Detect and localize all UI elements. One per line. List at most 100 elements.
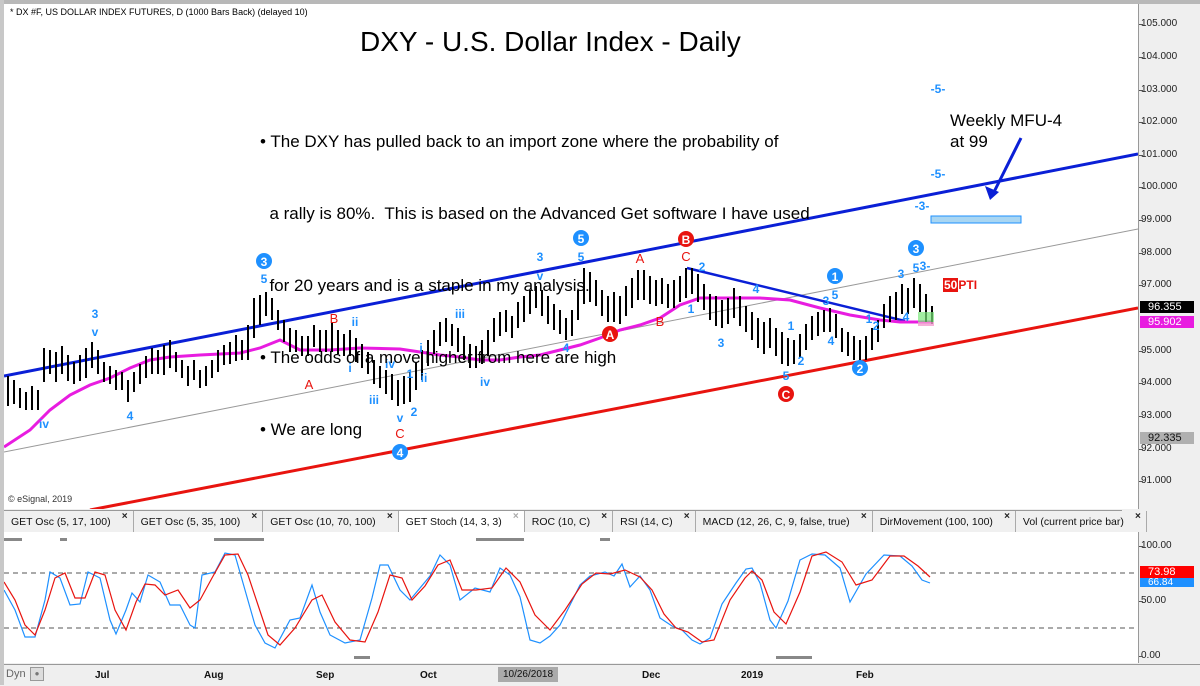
svg-text:2: 2	[857, 362, 864, 376]
x-label: Jul	[95, 670, 110, 681]
svg-text:ii: ii	[352, 315, 359, 329]
tab-get-osc-10-70[interactable]: GET Osc (10, 70, 100) ×	[263, 511, 399, 532]
svg-text:3-: 3-	[920, 259, 931, 273]
close-icon[interactable]: ×	[251, 511, 258, 522]
price-axis[interactable]: 105.000 104.000 103.000 102.000 101.000 …	[1138, 4, 1200, 509]
stochastic-pane[interactable]	[4, 532, 1139, 663]
tab-get-osc-5-35[interactable]: GET Osc (5, 35, 100) ×	[133, 511, 264, 532]
moving-average-line	[4, 296, 932, 449]
close-icon[interactable]: ×	[683, 511, 690, 522]
y-tick: 0.00	[1138, 650, 1161, 661]
svg-text:B: B	[656, 314, 665, 329]
svg-text:2: 2	[873, 319, 880, 333]
tab-label: GET Stoch (14, 3, 3)	[405, 516, 502, 528]
svg-text:4: 4	[563, 341, 570, 355]
y-tick: 99.000	[1139, 214, 1172, 225]
y-tick: 97.000	[1139, 279, 1172, 290]
svg-text:B: B	[682, 233, 691, 247]
x-label: Oct	[420, 670, 437, 681]
close-icon[interactable]: ×	[386, 511, 393, 522]
y-tick: 92.000	[1139, 443, 1172, 454]
tab-roc[interactable]: ROC (10, C) ×	[524, 511, 614, 532]
target-zone-box	[930, 215, 1022, 224]
close-icon[interactable]: ×	[601, 511, 608, 522]
y-tick: 91.000	[1139, 475, 1172, 486]
price-bars	[7, 268, 933, 410]
cycle-markers	[4, 538, 812, 659]
svg-text:C: C	[681, 249, 690, 264]
indicator-tabs: GET Osc (5, 17, 100) × GET Osc (5, 35, 10…	[4, 510, 1147, 533]
svg-text:A: A	[305, 377, 314, 392]
tab-get-osc-5-17[interactable]: GET Osc (5, 17, 100) ×	[4, 511, 134, 532]
svg-text:1: 1	[866, 312, 873, 326]
svg-text:3: 3	[913, 242, 920, 256]
mid-channel-line	[4, 228, 1138, 453]
tab-label: GET Osc (5, 17, 100)	[11, 516, 111, 528]
svg-text:4: 4	[753, 282, 760, 296]
svg-text:1: 1	[832, 270, 839, 284]
dyn-label: Dyn	[6, 668, 26, 680]
close-icon[interactable]: ×	[121, 511, 128, 522]
y-tick: 94.000	[1139, 377, 1172, 388]
svg-text:5: 5	[832, 288, 839, 302]
ma-value-tag: 95.902	[1140, 316, 1194, 328]
lock-icon[interactable]: ●	[30, 667, 44, 681]
pti-value: 50	[943, 278, 959, 292]
y-tick: 102.000	[1138, 116, 1178, 127]
svg-text:-3-: -3-	[915, 199, 930, 213]
tab-macd[interactable]: MACD (12, 26, C, 9, false, true) ×	[695, 511, 873, 532]
marker-value-tag: 92.335	[1140, 432, 1194, 444]
svg-text:v: v	[92, 325, 99, 339]
commentary-bullets: • The DXY has pulled back to an import z…	[260, 82, 810, 490]
bullet-line: for 20 years and is a staple in my analy…	[260, 276, 590, 295]
tab-dirmovement[interactable]: DirMovement (100, 100) ×	[872, 511, 1016, 532]
close-icon[interactable]: ×	[1135, 511, 1141, 522]
y-tick: 101.000	[1138, 149, 1178, 160]
y-tick: 95.000	[1139, 345, 1172, 356]
y-tick: 104.000	[1138, 51, 1178, 62]
svg-text:3: 3	[92, 307, 99, 321]
pti-badge: 50PTI	[943, 278, 977, 292]
mfu-arrow-head	[985, 186, 999, 200]
svg-text:4: 4	[127, 409, 134, 423]
svg-text:v: v	[537, 269, 544, 283]
pti-label: PTI	[958, 278, 978, 292]
svg-text:C: C	[395, 426, 404, 441]
svg-text:3: 3	[718, 336, 725, 350]
svg-text:iv: iv	[385, 357, 395, 371]
tab-label: DirMovement (100, 100)	[879, 516, 993, 528]
tab-rsi[interactable]: RSI (14, C) ×	[613, 511, 696, 532]
svg-text:v: v	[397, 411, 404, 425]
y-tick: 103.000	[1138, 84, 1178, 95]
svg-text:1: 1	[688, 302, 695, 316]
svg-text:5: 5	[261, 272, 268, 286]
tab-get-stoch[interactable]: GET Stoch (14, 3, 3) ×	[398, 511, 525, 532]
svg-text:2: 2	[411, 405, 418, 419]
time-axis[interactable]: Dyn ● Jul Aug Sep Oct 10/26/2018 Dec 201…	[4, 664, 1200, 686]
x-label: Feb	[856, 670, 874, 681]
close-icon[interactable]: ×	[512, 511, 519, 522]
svg-text:1: 1	[788, 319, 795, 333]
svg-text:i: i	[419, 341, 422, 355]
y-tick: 98.000	[1139, 247, 1172, 258]
annotation-line: at 99	[950, 132, 988, 151]
tab-label: GET Osc (5, 35, 100)	[140, 516, 241, 528]
close-icon[interactable]: ×	[860, 511, 867, 522]
chart-title: DXY - U.S. Dollar Index - Daily	[360, 26, 741, 57]
bullet-line: • We are long	[260, 420, 363, 439]
svg-text:i: i	[348, 361, 351, 375]
copyright: © eSignal, 2019	[8, 494, 73, 504]
stoch-k-tag: 66.84	[1140, 578, 1194, 588]
svg-text:iv: iv	[39, 417, 49, 431]
tab-label: Vol (current price bar)	[1022, 516, 1124, 528]
tab-vol[interactable]: Vol (current price bar) ×	[1015, 511, 1147, 532]
svg-text:4: 4	[397, 446, 404, 460]
mfu-annotation: Weekly MFU-4 at 99	[950, 110, 1062, 152]
svg-text:B: B	[330, 311, 339, 326]
svg-text:2: 2	[798, 354, 805, 368]
y-tick: 93.000	[1139, 410, 1172, 421]
close-icon[interactable]: ×	[1004, 511, 1010, 522]
